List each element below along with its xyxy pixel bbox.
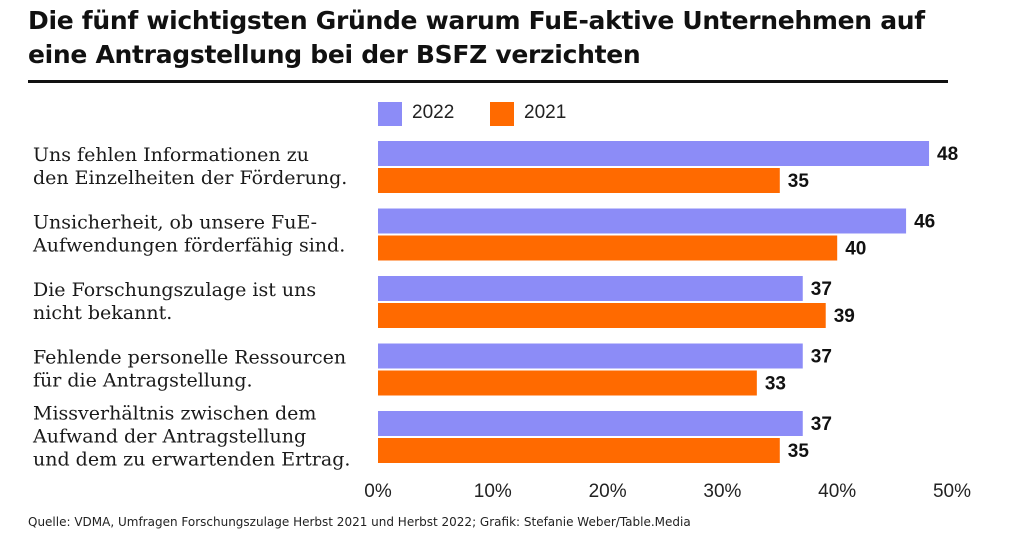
data-label-2021: 40 <box>845 239 866 260</box>
chart-title: Die fünf wichtigsten Gründe warum FuE-ak… <box>28 6 925 69</box>
category-label: Uns fehlen Informationen zu den Einzelhei… <box>33 144 347 189</box>
bar-2022 <box>378 208 907 234</box>
bar-2021 <box>378 303 826 328</box>
legend-swatch-2022 <box>378 102 402 126</box>
legend-label-2021: 2021 <box>524 102 567 123</box>
bar-2021 <box>378 235 838 261</box>
x-tick-label: 20% <box>589 481 627 502</box>
source-note: Quelle: VDMA, Umfragen Forschungszulage … <box>28 515 691 529</box>
category-label: Unsicherheit, ob unsere FuE-Aufwendungen… <box>32 212 345 257</box>
category-label-line: Uns fehlen Informationen zu <box>33 144 309 166</box>
category-label-line: Unsicherheit, ob unsere FuE- <box>33 212 317 234</box>
category-label-line: den Einzelheiten der Förderung. <box>33 167 347 189</box>
category-label-line: Die Forschungszulage ist uns <box>33 279 316 301</box>
data-label-2022: 37 <box>811 414 832 435</box>
data-label-2021: 35 <box>788 171 810 192</box>
x-tick-label: 10% <box>474 481 512 502</box>
category-label-line: und dem zu erwartenden Ertrag. <box>33 449 350 471</box>
title-divider <box>28 80 948 83</box>
category-label: Fehlende personelle Ressourcen für die An… <box>33 347 346 392</box>
category-label: Missverhältnis zwischen dem Aufwand der A… <box>32 403 350 471</box>
bar-2021 <box>378 438 780 463</box>
data-label-2021: 35 <box>788 441 810 462</box>
data-label-2022: 48 <box>937 144 958 165</box>
category-label: Die Forschungszulage ist uns nicht bekann… <box>33 279 316 324</box>
x-tick-label: 40% <box>818 481 856 502</box>
x-tick-label: 0% <box>364 481 392 502</box>
category-label-line: Missverhältnis zwischen dem <box>33 403 316 425</box>
bar-2021 <box>378 168 780 193</box>
data-label-2022: 37 <box>811 347 832 368</box>
data-label-2022: 46 <box>914 212 935 233</box>
category-label-line: nicht bekannt. <box>33 302 172 324</box>
category-label-line: für die Antragstellung. <box>33 370 253 392</box>
category-label-line: Aufwendungen förderfähig sind. <box>32 235 345 257</box>
bar-2022 <box>378 343 803 369</box>
bar-2022 <box>378 141 930 166</box>
category-label-line: Aufwand der Antragstellung <box>32 426 306 448</box>
bar-2022 <box>378 276 803 301</box>
x-tick-label: 50% <box>933 481 971 502</box>
legend-label-2022: 2022 <box>412 102 455 123</box>
bar-2022 <box>378 411 803 436</box>
bar-2021 <box>378 370 757 396</box>
data-label-2021: 33 <box>765 374 786 395</box>
data-label-2022: 37 <box>811 279 832 300</box>
category-label-line: Fehlende personelle Ressourcen <box>33 347 346 369</box>
data-label-2021: 39 <box>834 306 855 327</box>
legend-swatch-2021 <box>490 102 514 126</box>
x-tick-label: 30% <box>703 481 741 502</box>
